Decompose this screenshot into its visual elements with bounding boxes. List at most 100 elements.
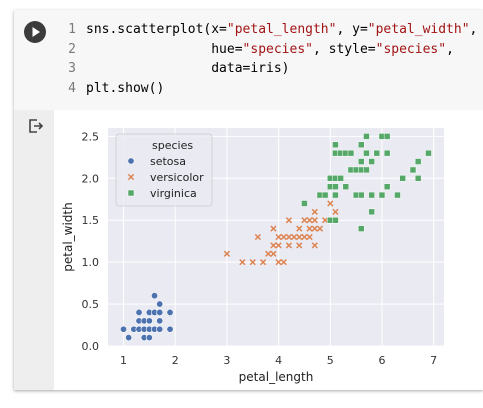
data-point-versicolor bbox=[270, 250, 277, 257]
x-axis-label: petal_length bbox=[239, 370, 314, 384]
data-point-virginica bbox=[332, 141, 339, 149]
data-point-virginica bbox=[394, 191, 401, 199]
data-point-setosa bbox=[135, 308, 143, 316]
data-point-setosa bbox=[156, 300, 164, 308]
data-point-versicolor bbox=[280, 233, 287, 241]
data-point-versicolor bbox=[249, 259, 256, 266]
data-point-versicolor bbox=[296, 225, 303, 232]
data-point-virginica bbox=[332, 191, 339, 199]
output-gutter bbox=[14, 110, 54, 390]
legend-marker-versicolor bbox=[127, 173, 135, 181]
output-redirect-icon[interactable] bbox=[28, 118, 44, 134]
data-point-virginica bbox=[363, 149, 370, 157]
data-point-versicolor bbox=[275, 259, 282, 266]
data-point-virginica bbox=[399, 175, 406, 182]
code-token: hue= bbox=[86, 41, 243, 57]
data-point-versicolor bbox=[290, 233, 298, 241]
data-point-versicolor bbox=[311, 225, 318, 232]
run-cell-button[interactable] bbox=[24, 21, 46, 43]
data-point-virginica bbox=[301, 200, 308, 207]
data-point-virginica bbox=[363, 133, 370, 140]
legend-label-setosa: setosa bbox=[150, 155, 186, 168]
line-number: 2 bbox=[68, 41, 76, 57]
data-point-versicolor bbox=[311, 242, 318, 249]
data-point-virginica bbox=[414, 158, 422, 165]
data-point-setosa bbox=[166, 308, 174, 316]
legend-label-virginica: virginica bbox=[150, 187, 197, 200]
data-point-versicolor bbox=[285, 233, 293, 241]
data-point-setosa bbox=[156, 317, 164, 325]
data-point-virginica bbox=[332, 216, 339, 224]
notebook-cell: 1 sns.scatterplot(x="petal_length", y="pe… bbox=[14, 10, 483, 390]
code-token: , bbox=[446, 41, 454, 57]
data-point-versicolor bbox=[280, 259, 287, 266]
data-point-versicolor bbox=[285, 217, 293, 224]
x-tick-label: 4 bbox=[275, 354, 282, 367]
legend-title: species bbox=[152, 139, 193, 152]
code-editor[interactable]: 1 sns.scatterplot(x="petal_length", y="pe… bbox=[14, 10, 483, 110]
code-line-2: 2 hue="species", style="species", bbox=[64, 40, 477, 60]
y-tick-label: 1.0 bbox=[82, 256, 100, 269]
data-point-versicolor bbox=[321, 217, 329, 224]
x-tick-label: 1 bbox=[120, 354, 127, 367]
x-tick-label: 3 bbox=[223, 354, 230, 367]
data-point-virginica bbox=[414, 175, 422, 182]
data-point-virginica bbox=[383, 133, 391, 140]
play-icon bbox=[32, 27, 40, 37]
code-line-4: 4 plt.show() bbox=[64, 79, 477, 99]
data-point-versicolor bbox=[316, 225, 324, 232]
code-string: "species" bbox=[375, 41, 447, 57]
y-tick-label: 1.5 bbox=[82, 214, 100, 227]
y-tick-label: 2.5 bbox=[82, 130, 100, 143]
data-point-virginica bbox=[342, 183, 350, 190]
data-point-virginica bbox=[337, 175, 344, 182]
x-tick-label: 6 bbox=[378, 354, 385, 367]
y-axis-label: petal_width bbox=[61, 202, 75, 271]
code-token: plt.show() bbox=[86, 80, 165, 96]
data-point-virginica bbox=[425, 149, 432, 157]
data-point-versicolor bbox=[327, 200, 334, 207]
code-line-1: 1 sns.scatterplot(x="petal_length", y="pe… bbox=[64, 20, 477, 40]
code-text[interactable]: 1 sns.scatterplot(x="petal_length", y="pe… bbox=[64, 20, 477, 98]
data-point-virginica bbox=[409, 166, 417, 174]
data-point-virginica bbox=[383, 183, 391, 190]
data-point-virginica bbox=[368, 191, 375, 199]
data-point-versicolor bbox=[275, 233, 282, 241]
data-point-virginica bbox=[347, 149, 355, 157]
data-point-versicolor bbox=[306, 225, 313, 232]
data-point-virginica bbox=[378, 191, 386, 199]
data-point-virginica bbox=[358, 158, 365, 165]
data-point-versicolor bbox=[311, 217, 318, 224]
line-number: 3 bbox=[68, 61, 76, 76]
data-point-virginica bbox=[321, 191, 329, 199]
legend-label-versicolor: versicolor bbox=[150, 171, 204, 184]
data-point-versicolor bbox=[259, 259, 267, 266]
code-token: sns.scatterplot(x= bbox=[86, 22, 227, 37]
x-tick-label: 5 bbox=[327, 354, 334, 367]
code-string: "petal_width" bbox=[367, 22, 470, 37]
data-point-versicolor bbox=[254, 233, 262, 241]
data-point-virginica bbox=[368, 158, 375, 165]
plot-output: 1 2 3 4 5 6 7 0.0 0.5 1.0 1.5 2.0 2.5 petal_length pet… bbox=[54, 110, 483, 390]
legend-box bbox=[115, 133, 213, 207]
line-number: 4 bbox=[68, 80, 76, 96]
data-point-setosa bbox=[166, 325, 174, 333]
data-point-versicolor bbox=[296, 242, 303, 249]
data-point-versicolor bbox=[265, 250, 272, 257]
data-point-virginica bbox=[373, 149, 381, 157]
code-token: , bbox=[469, 22, 478, 37]
data-point-versicolor bbox=[239, 259, 246, 266]
data-point-versicolor bbox=[223, 250, 231, 257]
code-line-3: 3 data=iris) bbox=[64, 59, 477, 79]
code-string: "species" bbox=[242, 41, 313, 57]
data-point-versicolor bbox=[306, 233, 313, 241]
data-point-versicolor bbox=[285, 242, 293, 249]
scatter-chart: 1 2 3 4 5 6 7 0.0 0.5 1.0 1.5 2.0 2.5 petal_length pet… bbox=[61, 128, 444, 384]
data-point-versicolor bbox=[270, 225, 277, 232]
code-token: data=iris) bbox=[86, 61, 290, 76]
code-string: "petal_length" bbox=[226, 22, 337, 37]
data-point-versicolor bbox=[306, 217, 313, 224]
data-point-virginica bbox=[358, 191, 365, 199]
data-point-setosa bbox=[145, 334, 153, 342]
data-point-virginica bbox=[368, 208, 375, 216]
